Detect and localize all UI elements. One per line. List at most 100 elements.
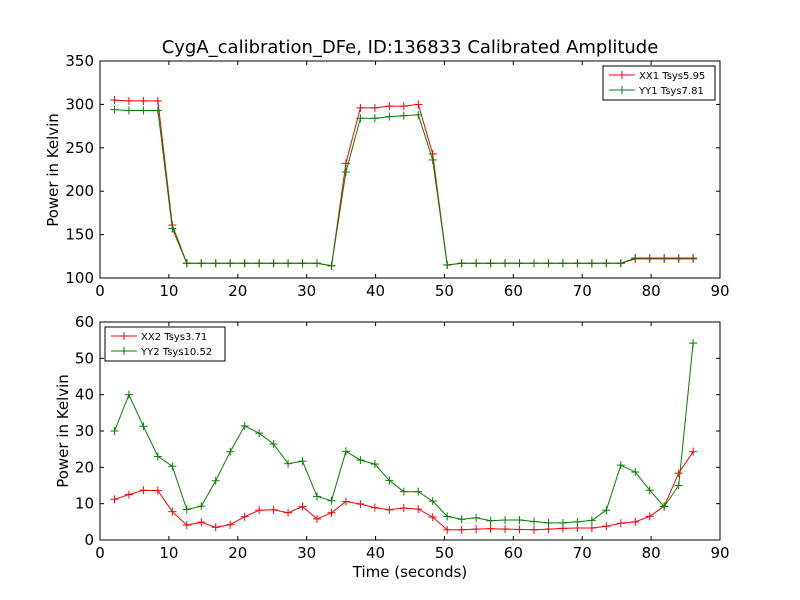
bottom-chart-series-1-point <box>689 339 698 348</box>
bottom-chart-xtick-label: 40 <box>366 544 385 562</box>
top-chart-series-1-point <box>631 254 640 263</box>
bottom-chart-xtick-label: 10 <box>159 544 178 562</box>
top-chart: CygA_calibration_DFe, ID:136833 Calibrat… <box>44 37 730 300</box>
top-chart-ytick-label: 350 <box>65 52 94 70</box>
bottom-chart-xtick-label: 80 <box>642 544 661 562</box>
bottom-chart-series-0-point <box>168 507 177 516</box>
top-chart-series-1-point <box>587 259 596 268</box>
bottom-chart-series-0-point <box>298 502 307 511</box>
top-chart-ticks: 0 10 20 30 40 50 60 70 80 90 100 150 200 250 300 350 <box>65 52 729 300</box>
bottom-chart-series-1-point <box>616 461 625 470</box>
top-chart-series-0-point <box>385 102 394 111</box>
bottom-chart-ytick-label: 60 <box>75 313 94 331</box>
top-chart-series-1-point <box>356 114 365 123</box>
top-chart-series-1-point <box>558 259 567 268</box>
bottom-chart-ticks: 0 10 20 30 40 50 60 70 80 90 0 10 20 30 40 50 60 <box>75 313 730 562</box>
bottom-chart-ytick-label: 10 <box>75 495 94 513</box>
top-chart-series-1-point <box>341 168 350 177</box>
top-chart-series-1-point <box>660 254 669 263</box>
top-chart-series-0-point <box>139 96 148 105</box>
bottom-chart-series-0-point <box>226 520 235 529</box>
top-chart-series-1-point <box>399 111 408 120</box>
bottom-chart-series-0-point <box>472 525 481 534</box>
top-chart-series-1-point <box>298 259 307 268</box>
top-chart-series-0-point <box>124 96 133 105</box>
bottom-chart: Power in Kelvin Time (seconds) 0 10 20 30 40… <box>54 313 730 581</box>
top-chart-series-1-point <box>255 259 264 268</box>
top-chart-ytick-label: 250 <box>65 139 94 157</box>
bottom-chart-series-0-point <box>530 525 538 534</box>
bottom-chart-series-0-point <box>428 513 437 522</box>
bottom-chart-series-1-point <box>515 516 524 525</box>
bottom-chart-series-group <box>110 339 698 534</box>
top-chart-series-1-point <box>501 259 510 268</box>
top-chart-series-1-point <box>313 259 321 268</box>
top-chart-series-1-point <box>515 259 524 268</box>
bottom-chart-series-0-point <box>284 508 293 517</box>
top-chart-series-1-point <box>197 259 206 268</box>
bottom-chart-series-1-point <box>472 513 481 522</box>
bottom-chart-series-1-point <box>573 517 582 526</box>
top-chart-xtick-label: 90 <box>710 282 729 300</box>
top-chart-frame <box>99 60 721 279</box>
bottom-chart-series-0-point <box>110 495 119 504</box>
bottom-chart-series-0-point <box>587 524 596 533</box>
top-chart-series-1-point <box>385 112 394 121</box>
bottom-chart-series-1-point <box>168 462 177 471</box>
bottom-chart-series-0-point <box>327 508 336 517</box>
top-chart-xtick-label: 30 <box>297 282 316 300</box>
bottom-chart-xlabel: Time (seconds) <box>352 563 468 581</box>
bottom-chart-legend: XX2 Tsys3.71 YY2 Tsys10.52 <box>104 326 226 362</box>
top-chart-series-1-point <box>211 259 220 268</box>
bottom-chart-series-1-point <box>645 486 654 495</box>
bottom-chart-ytick-label: 40 <box>75 386 94 404</box>
bottom-chart-series-1-point <box>153 452 162 461</box>
bottom-chart-legend-label: YY2 Tsys10.52 <box>140 347 212 358</box>
top-chart-series-1-point <box>544 259 553 268</box>
bottom-chart-series-1-point <box>197 502 206 511</box>
bottom-chart-series-1-point <box>313 492 321 501</box>
bottom-chart-series-1-point <box>211 476 220 485</box>
bottom-chart-series-1-point <box>240 421 249 430</box>
bottom-chart-series-1-point <box>443 512 452 521</box>
top-chart-series-1-point <box>139 106 148 115</box>
top-chart-series-1-point <box>240 259 249 268</box>
top-chart-series-1-point <box>269 259 278 268</box>
bottom-chart-series-1-point <box>255 429 264 438</box>
bottom-chart-series-0-point <box>139 486 148 495</box>
bottom-chart-xtick-label: 30 <box>297 544 316 562</box>
bottom-chart-legend-label: XX2 Tsys3.71 <box>141 332 207 343</box>
bottom-chart-series-1-point <box>486 516 495 525</box>
bottom-chart-series-0-point <box>414 505 423 514</box>
bottom-chart-series-0-point <box>631 517 640 526</box>
bottom-chart-xtick-label: 90 <box>710 544 729 562</box>
bottom-chart-series-1-point <box>674 481 683 490</box>
bottom-chart-series-0-point <box>341 497 350 506</box>
top-chart-series-1-point <box>573 259 582 268</box>
bottom-chart-series-0-point <box>313 514 321 523</box>
bottom-chart-legend-box <box>104 326 226 362</box>
bottom-chart-series-0-point <box>602 522 611 531</box>
top-chart-series-1-point <box>472 259 481 268</box>
bottom-chart-series-1-point <box>139 422 148 431</box>
bottom-chart-series-0-point <box>197 518 206 527</box>
top-chart-legend-entry: YY1 Tsys7.81 <box>609 86 704 97</box>
bottom-chart-series-0-point <box>356 500 365 509</box>
bottom-chart-series-0-point <box>674 469 683 478</box>
top-chart-series-1-point <box>284 259 293 268</box>
top-chart-series-group <box>110 96 698 270</box>
top-chart-series-1-point <box>689 254 698 263</box>
top-chart-series-0-point <box>153 96 162 105</box>
top-chart-xtick-label: 10 <box>159 282 178 300</box>
bottom-chart-xtick-label: 70 <box>573 544 592 562</box>
bottom-chart-xtick-label: 60 <box>504 544 523 562</box>
bottom-chart-series-0-point <box>240 512 249 521</box>
bottom-chart-legend-entry: YY2 Tsys10.52 <box>111 347 212 358</box>
bottom-chart-legend-entry: XX2 Tsys3.71 <box>111 332 207 343</box>
top-chart-legend-label: XX1 Tsys5.95 <box>639 71 705 82</box>
bottom-chart-series-0-point <box>124 490 133 499</box>
top-chart-series-1-point <box>110 105 119 114</box>
top-chart-series-0-point <box>414 100 423 109</box>
top-chart-series-1-point <box>616 259 625 268</box>
